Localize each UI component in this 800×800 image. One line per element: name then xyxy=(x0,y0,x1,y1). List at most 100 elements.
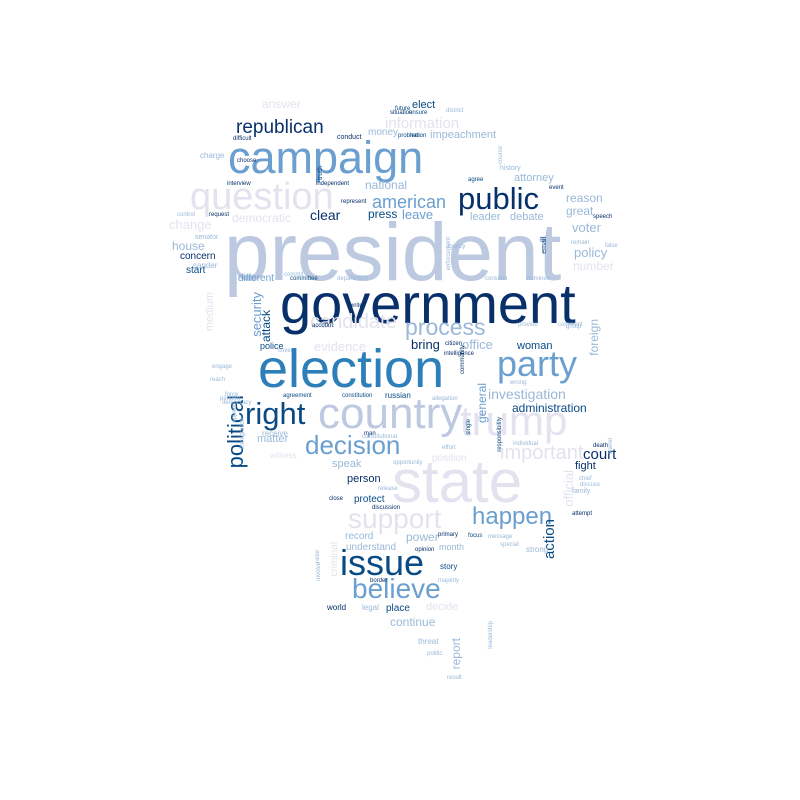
word-write: write xyxy=(350,303,363,309)
word-special: special xyxy=(500,542,519,548)
word-wrong: wrong xyxy=(510,380,527,386)
word-primary: primary xyxy=(438,532,459,538)
word-man: man xyxy=(364,431,376,437)
word-attack: attack xyxy=(259,310,273,343)
word-trump: trump xyxy=(460,397,568,444)
word-border: border xyxy=(370,578,388,584)
word-focus: focus xyxy=(468,533,483,539)
word-charge: charge xyxy=(200,151,225,160)
word-information: information xyxy=(385,115,460,132)
word-request: request xyxy=(209,212,230,218)
word-involve: involve xyxy=(316,562,322,581)
word-policy: policy xyxy=(574,245,608,260)
word-control: control xyxy=(177,212,196,218)
word-account: account xyxy=(312,323,334,329)
word-fight: fight xyxy=(575,460,596,472)
word-legal: legal xyxy=(362,603,379,612)
word-russian: russian xyxy=(385,391,411,400)
word-allegation: allegation xyxy=(432,396,458,402)
word-happen: happen xyxy=(472,503,553,530)
word-position: position xyxy=(432,453,467,464)
word-event: event xyxy=(549,185,564,191)
word-matter: matter xyxy=(257,433,289,445)
word-police: police xyxy=(260,341,284,351)
word-house: house xyxy=(172,239,205,253)
word-constitutional: constitutional xyxy=(362,434,398,440)
word-independent: independent xyxy=(316,181,350,187)
word-majority: majority xyxy=(438,578,460,584)
word-course: course xyxy=(498,146,504,165)
word-senator: senator xyxy=(195,234,219,241)
word-sander: sander xyxy=(193,261,218,270)
word-situation: situation xyxy=(390,110,413,116)
word-attempt: attempt xyxy=(572,511,593,517)
word-agree: agree xyxy=(468,177,484,183)
word-national: national xyxy=(365,178,408,192)
word-government: government xyxy=(280,272,576,335)
word-concern: concern xyxy=(180,251,216,262)
word-witness: witness xyxy=(270,451,297,460)
word-percent: percent xyxy=(220,396,241,402)
word-community: community xyxy=(460,345,466,375)
word-process: process xyxy=(405,314,486,340)
word-speak: speak xyxy=(332,458,362,470)
word-nominee: nominee xyxy=(527,276,551,282)
word-enforcement: enforcement xyxy=(446,237,452,271)
word-answer: answer xyxy=(262,97,301,111)
word-elect: elect xyxy=(412,99,436,111)
word-leave: leave xyxy=(402,207,434,222)
word-interview: interview xyxy=(227,181,251,187)
word-right: right xyxy=(245,396,306,431)
word-citizen: citizen xyxy=(445,341,463,347)
word-future: future xyxy=(395,106,411,112)
word-effort: effort xyxy=(442,445,456,451)
word-continue: continue xyxy=(390,615,436,629)
word-discussion: discussion xyxy=(372,505,401,511)
word-strong: strong xyxy=(526,545,549,554)
word-difficult: difficult xyxy=(233,136,252,142)
word-different: different xyxy=(238,273,274,284)
word-bring: bring xyxy=(411,337,440,352)
word-issue: issue xyxy=(340,542,425,583)
word-threat: threat xyxy=(418,637,439,646)
word-agreement: agreement xyxy=(283,393,312,399)
word-leader: leader xyxy=(470,211,501,223)
word-commit: commit xyxy=(284,272,304,278)
word-chief: chief xyxy=(579,476,592,482)
word-group: group xyxy=(566,324,582,330)
word-result: result xyxy=(447,675,462,681)
word-leadership: leadership xyxy=(488,621,494,649)
word-report: report xyxy=(449,638,463,670)
word-decision: decision xyxy=(305,430,401,460)
word-believe: believe xyxy=(352,573,441,604)
word-foreign: foreign xyxy=(587,319,601,356)
word-democratic: democratic xyxy=(232,211,291,225)
word-medium: medium xyxy=(204,292,216,332)
word-american: american xyxy=(372,192,447,212)
word-election: election xyxy=(258,339,445,399)
word-individual: individual xyxy=(513,441,539,447)
word-investigation: investigation xyxy=(488,386,566,402)
word-debate: debate xyxy=(510,211,544,223)
word-message: message xyxy=(488,534,513,540)
word-candidate: candidate xyxy=(310,311,397,333)
word-engage: engage xyxy=(212,364,233,370)
word-release: release xyxy=(378,486,398,492)
word-agency: agency xyxy=(446,244,466,250)
word-democracy: democracy xyxy=(222,400,252,406)
word-story: story xyxy=(440,562,458,571)
word-important: important xyxy=(500,442,584,464)
word-discuss: discuss xyxy=(580,482,601,488)
word-person: person xyxy=(347,473,381,485)
word-force: force xyxy=(225,392,239,398)
word-close: close xyxy=(329,496,344,502)
word-consider: consider xyxy=(485,276,508,282)
word-woman: woman xyxy=(517,340,553,352)
word-reach: reach xyxy=(210,377,226,383)
word-district: district xyxy=(446,108,464,114)
word-single: single xyxy=(466,419,472,435)
word-opinion: opinion xyxy=(415,547,435,553)
word-office: office xyxy=(462,337,493,352)
word-party: party xyxy=(497,343,578,384)
word-remain: remain xyxy=(571,240,590,246)
